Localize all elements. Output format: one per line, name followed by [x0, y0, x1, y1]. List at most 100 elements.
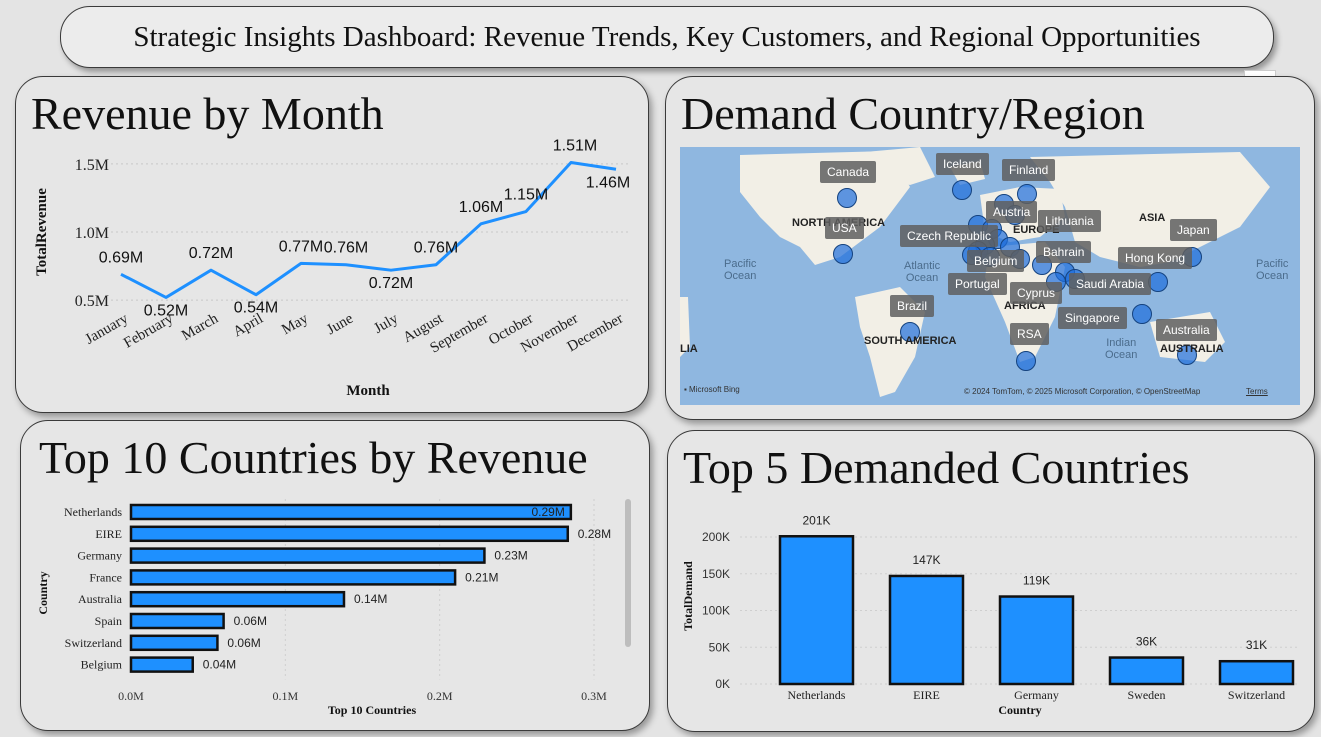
y-tick-label: 200K [702, 530, 730, 544]
data-label: 0.28M [578, 527, 611, 541]
data-label: 0.76M [324, 240, 368, 257]
data-label: 0.77M [279, 238, 323, 255]
bar[interactable] [129, 656, 194, 673]
bar[interactable] [129, 634, 219, 652]
top10-revenue-bar-chart[interactable]: 0.0M 0.1M 0.2M 0.3M Netherlands 0.29M EIRE 0.28… [21, 421, 649, 730]
y-tick-label: Australia [78, 592, 123, 606]
map-bubble[interactable] [1132, 304, 1152, 324]
bar[interactable] [1108, 656, 1185, 686]
map-country-label[interactable]: Bahrain [1036, 241, 1092, 263]
y-tick-label: Netherlands [64, 505, 122, 519]
x-tick-label: May [279, 310, 311, 338]
bar[interactable] [129, 590, 346, 608]
map-country-label[interactable]: Saudi Arabia [1069, 273, 1152, 295]
bar[interactable] [998, 595, 1075, 686]
bar[interactable] [129, 503, 573, 521]
revenue-by-month-panel[interactable]: Revenue by Month 0.5M 1.0M 1.5M TotalRevenu… [15, 76, 649, 413]
x-tick-label: Netherlands [788, 688, 846, 702]
data-label: 1.46M [586, 174, 630, 191]
map-country-label[interactable]: Australia [1156, 319, 1217, 341]
map-bubble[interactable] [833, 244, 853, 264]
map-country-label[interactable]: Iceland [936, 153, 989, 175]
y-tick-label: France [89, 570, 122, 584]
map-bubble[interactable] [952, 180, 972, 200]
map-country-label[interactable]: USA [825, 217, 864, 239]
map-region-label: AUSTRALIA [1160, 343, 1224, 355]
map-country-label[interactable]: Japan [1170, 219, 1217, 241]
map-region-label: SOUTH AMERICA [864, 335, 957, 347]
revenue-line-chart[interactable]: 0.5M1.0M1.5MTotalRevenueMonth0.69MJanuar… [16, 77, 648, 412]
y-tick-label: 150K [702, 567, 730, 581]
map-country-label[interactable]: Finland [1002, 159, 1056, 181]
bar[interactable] [129, 612, 225, 630]
map-country-label[interactable]: Belgium [967, 250, 1025, 272]
map-ocean-label: Pacific Ocean [724, 258, 757, 282]
data-label: 0.04M [203, 658, 236, 672]
map-country-label[interactable]: Austria [986, 201, 1038, 223]
y-tick-label: 1.5M [75, 157, 109, 174]
data-label: 0.14M [354, 592, 387, 606]
demand-map-panel[interactable]: Demand Country/Region NORTH AMERICAASIAE… [665, 76, 1315, 420]
map-country-label[interactable]: Lithuania [1038, 210, 1101, 232]
demand-map[interactable]: NORTH AMERICAASIAEUROPEAFRICASOUTH AMERI… [680, 147, 1300, 405]
bar[interactable] [129, 547, 486, 564]
data-label: 201K [802, 513, 830, 527]
data-label: 147K [912, 553, 940, 567]
chart-scrollbar[interactable] [625, 499, 631, 647]
data-label: 0.06M [234, 614, 267, 628]
data-label: 0.21M [465, 570, 498, 584]
y-tick-label: 1.0M [75, 225, 109, 242]
map-region-label: LIA [680, 343, 698, 355]
data-label: 0.23M [494, 549, 527, 563]
demand-map-title: Demand Country/Region [681, 88, 1145, 139]
x-axis-title: Month [346, 383, 390, 399]
revenue-series-line[interactable] [120, 160, 617, 299]
map-bubble[interactable] [900, 322, 920, 342]
bar[interactable] [778, 535, 855, 686]
map-country-label[interactable]: Brazil [890, 295, 935, 317]
bar[interactable] [1218, 659, 1295, 686]
y-tick-label: Belgium [81, 658, 123, 672]
map-bubble[interactable] [1177, 345, 1197, 365]
map-bubble[interactable] [1016, 351, 1036, 371]
x-tick-label: Germany [1014, 688, 1059, 702]
revenue-by-month-title: Revenue by Month [31, 88, 384, 139]
top5-demand-title: Top 5 Demanded Countries [683, 442, 1190, 493]
data-label: 1.51M [553, 137, 597, 154]
x-tick-label: June [324, 310, 356, 338]
data-label: 0.52M [144, 302, 188, 319]
map-country-label[interactable]: RSA [1010, 323, 1049, 345]
map-country-label[interactable]: Singapore [1058, 307, 1127, 329]
map-ocean-label: Atlantic Ocean [904, 260, 941, 284]
y-tick-label: EIRE [95, 527, 122, 541]
bar[interactable] [129, 569, 457, 586]
map-country-label[interactable]: Czech Republic [900, 225, 999, 247]
x-axis-title: Country [998, 703, 1041, 717]
y-tick-label: 0K [715, 677, 730, 691]
bar[interactable] [129, 525, 570, 543]
map-bubble[interactable] [837, 188, 857, 208]
bar[interactable] [888, 574, 965, 686]
y-tick-label: Switzerland [65, 636, 122, 650]
map-country-label[interactable]: Hong Kong [1118, 247, 1193, 269]
map-country-label[interactable]: Cyprus [1010, 282, 1063, 304]
top10-revenue-title: Top 10 Countries by Revenue [39, 432, 588, 483]
map-ocean-label: Indian Ocean [1105, 337, 1138, 361]
map-country-label[interactable]: Portugal [948, 273, 1007, 295]
map-terms-link[interactable]: Terms [1246, 387, 1268, 396]
map-country-label[interactable]: Canada [820, 161, 877, 183]
y-tick-label: 50K [709, 640, 730, 654]
y-tick-label: 0.5M [75, 293, 109, 310]
data-label: 0.76M [414, 240, 458, 257]
y-tick-label: Spain [95, 614, 122, 628]
y-axis-title: TotalRevenue [34, 188, 50, 276]
top5-demand-bar-chart[interactable]: 0K 50K 100K 150K 200K 201K Netherlands 147K EIRE… [668, 431, 1314, 731]
map-region-label: ASIA [1139, 212, 1166, 224]
data-label: 36K [1136, 635, 1157, 649]
top10-revenue-panel[interactable]: Top 10 Countries by Revenue 0.0M 0.1M 0.2M… [20, 420, 650, 731]
data-label: 0.72M [189, 245, 233, 262]
x-tick-label: Switzerland [1228, 688, 1285, 702]
x-tick-label: July [371, 310, 401, 337]
x-tick-label: 0.3M [581, 689, 607, 703]
top5-demand-panel[interactable]: Top 5 Demanded Countries 0K 50K 100K 150K 20… [667, 430, 1315, 732]
